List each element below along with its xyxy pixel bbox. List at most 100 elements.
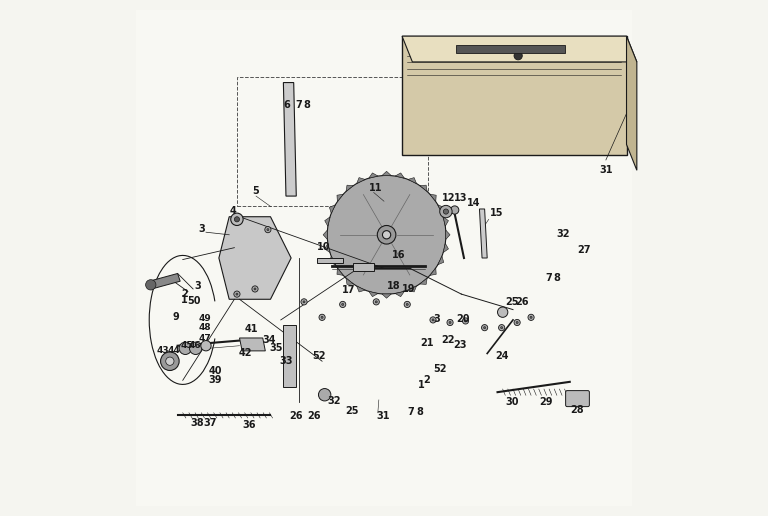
Circle shape [377,225,396,244]
Polygon shape [369,292,378,297]
Polygon shape [356,178,366,184]
Text: 22: 22 [441,335,454,345]
Circle shape [342,303,344,305]
Text: 6: 6 [283,100,290,110]
Circle shape [254,288,256,290]
Polygon shape [346,278,353,284]
Polygon shape [323,230,327,239]
Circle shape [443,209,449,214]
Circle shape [514,319,520,326]
Polygon shape [408,286,416,292]
Text: 7: 7 [295,100,302,110]
Polygon shape [445,230,450,239]
Text: 32: 32 [557,229,571,239]
Text: 40: 40 [209,366,222,376]
Text: 26: 26 [515,297,529,308]
Polygon shape [443,217,449,226]
Text: 25: 25 [505,297,518,308]
Polygon shape [395,292,405,297]
Polygon shape [219,217,291,299]
Text: 1: 1 [418,380,424,390]
Circle shape [482,325,488,331]
Circle shape [230,213,243,225]
Circle shape [252,286,258,292]
Text: 52: 52 [433,363,446,374]
Circle shape [319,314,325,320]
Text: 48: 48 [198,323,211,332]
Circle shape [530,316,532,318]
Circle shape [432,319,434,321]
Polygon shape [325,217,330,226]
Polygon shape [627,36,637,170]
Polygon shape [408,178,416,184]
Circle shape [301,299,307,305]
Polygon shape [430,194,436,202]
Circle shape [265,227,271,233]
Circle shape [376,301,377,303]
Text: 18: 18 [386,281,400,291]
Circle shape [179,342,191,354]
Polygon shape [402,36,637,62]
Text: 28: 28 [571,405,584,415]
FancyBboxPatch shape [565,391,589,407]
Circle shape [528,314,535,320]
Text: 50: 50 [187,296,200,307]
Circle shape [266,229,269,231]
Text: 10: 10 [317,242,330,252]
Text: 39: 39 [209,375,222,385]
Text: 3: 3 [194,281,201,291]
Text: 1: 1 [181,295,188,305]
Circle shape [484,327,485,329]
Text: 23: 23 [454,340,467,350]
Text: 2: 2 [424,375,431,385]
Polygon shape [356,286,366,292]
Circle shape [161,352,179,370]
Circle shape [319,389,331,401]
Text: 15: 15 [490,207,503,218]
Text: 44: 44 [167,346,180,356]
Text: 26: 26 [308,411,321,421]
Circle shape [234,217,240,222]
Text: 34: 34 [263,335,276,345]
Text: 41: 41 [245,324,258,334]
Circle shape [166,357,174,365]
Circle shape [321,316,323,318]
Text: 9: 9 [173,312,179,322]
Text: 8: 8 [416,407,423,417]
Polygon shape [346,185,353,191]
Text: 7: 7 [545,273,552,283]
Circle shape [373,299,379,305]
Circle shape [236,293,238,295]
Text: 5: 5 [253,185,259,196]
Text: 42: 42 [239,348,252,358]
Circle shape [190,342,202,354]
Text: 20: 20 [456,314,470,325]
FancyBboxPatch shape [283,325,296,387]
Text: 8: 8 [553,273,560,283]
Text: 45: 45 [180,341,193,350]
Polygon shape [456,45,564,53]
Circle shape [465,320,466,322]
Text: 12: 12 [442,193,455,203]
Text: 3: 3 [433,314,440,325]
Circle shape [382,231,391,239]
Text: 38: 38 [190,417,204,428]
Text: 29: 29 [539,397,552,407]
Circle shape [516,321,518,324]
Circle shape [447,319,453,326]
Text: 31: 31 [599,165,613,175]
Polygon shape [240,338,265,351]
Text: 17: 17 [342,285,355,295]
Text: 11: 11 [369,183,382,193]
Text: 27: 27 [578,245,591,255]
Text: 36: 36 [242,420,256,430]
Circle shape [449,321,451,324]
Polygon shape [329,256,336,265]
Circle shape [501,327,503,329]
Polygon shape [382,171,392,175]
Text: 21: 21 [420,337,434,348]
Polygon shape [402,36,627,155]
Circle shape [200,341,211,351]
Polygon shape [420,278,427,284]
FancyBboxPatch shape [137,10,631,506]
